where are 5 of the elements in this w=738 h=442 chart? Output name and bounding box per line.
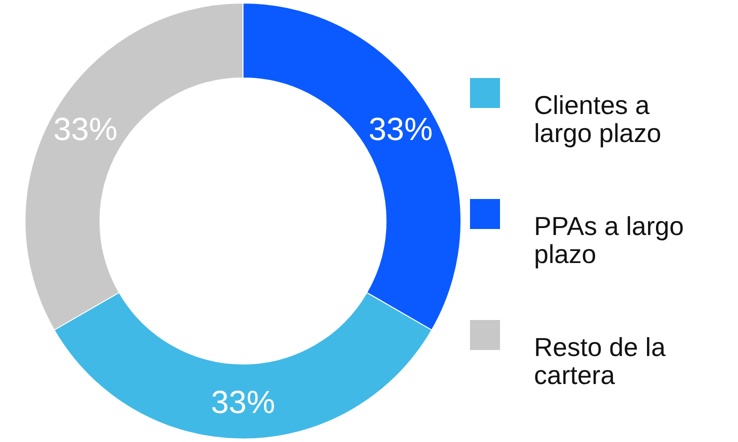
legend-label: Clientes a largo plazo xyxy=(534,90,662,148)
legend-label: Resto de la cartera xyxy=(534,332,666,390)
data-label: 33% xyxy=(368,111,433,147)
data-label: 33% xyxy=(210,384,276,420)
legend-label: PPAs a largo plazo xyxy=(534,211,684,269)
